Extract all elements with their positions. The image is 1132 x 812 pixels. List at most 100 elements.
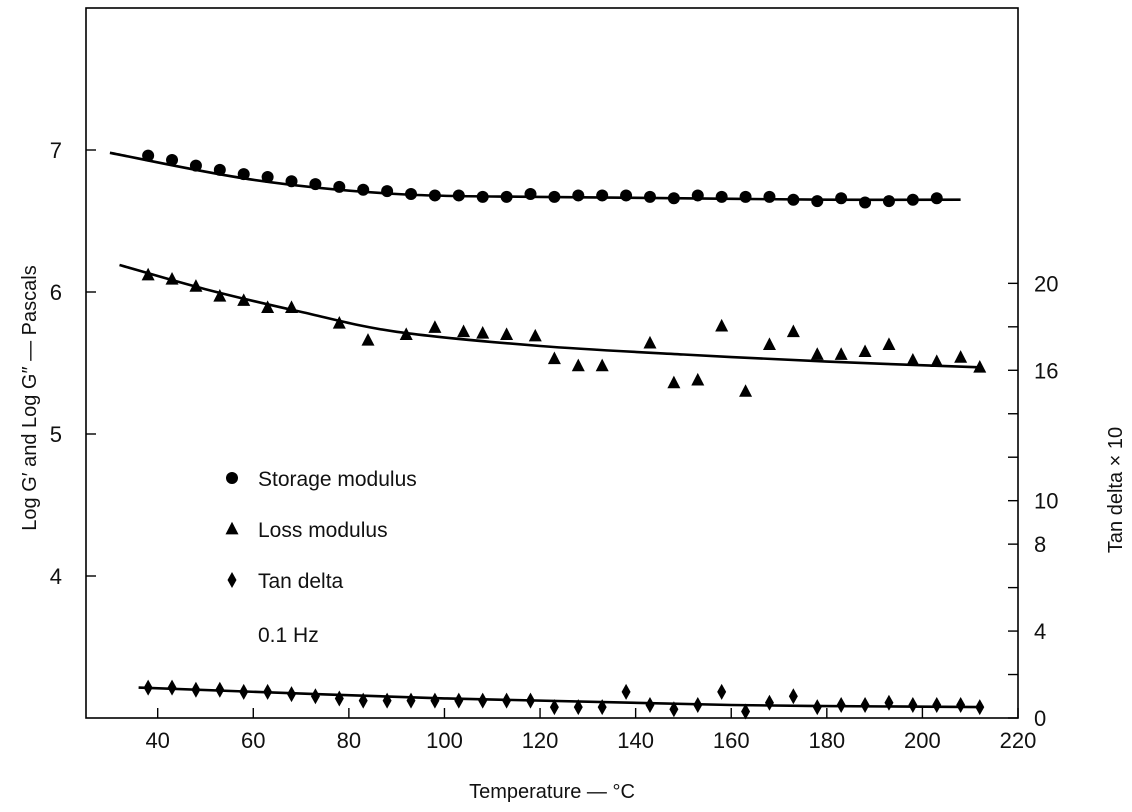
diamond-point	[263, 683, 273, 700]
triangle-point	[332, 316, 346, 329]
legend-label: Tan delta	[258, 570, 344, 593]
diamond-point	[812, 699, 822, 716]
diamond-point	[788, 688, 798, 705]
triangle-point	[571, 358, 585, 372]
fit-line-circle	[109, 151, 961, 202]
triangle-point	[715, 318, 729, 332]
circle-point	[452, 189, 465, 202]
triangle-point	[261, 300, 275, 314]
diamond-point	[693, 696, 703, 713]
triangle-point	[476, 325, 490, 339]
x-tick-label: 140	[617, 728, 654, 753]
diamond-point	[836, 696, 846, 713]
circle-point	[500, 190, 513, 203]
y-left-tick-label: 4	[50, 564, 62, 589]
triangle-point	[667, 375, 681, 389]
triangle-point	[834, 347, 848, 360]
legend-note: 0.1 Hz	[258, 624, 319, 647]
diamond-point	[525, 692, 535, 709]
diamond-point	[382, 692, 392, 709]
y-right-tick-label: 8	[1034, 532, 1046, 557]
data-points	[141, 149, 987, 720]
diamond-point	[764, 694, 774, 711]
circle-point	[835, 192, 848, 205]
triangle-point	[762, 337, 776, 350]
circle-point	[643, 190, 656, 203]
circle-point	[381, 185, 394, 198]
y-left-tick-label: 6	[50, 280, 62, 305]
legend-marker-circle	[226, 472, 238, 484]
diamond-point	[215, 681, 225, 698]
triangle-point	[973, 360, 987, 373]
triangle-point	[906, 352, 920, 366]
diamond-point	[645, 696, 655, 713]
circle-point	[859, 196, 872, 209]
triangle-point	[954, 350, 968, 363]
x-tick-label: 120	[522, 728, 559, 753]
x-tick-label: 220	[1000, 728, 1037, 753]
circle-point	[428, 189, 441, 202]
triangle-point	[882, 337, 896, 350]
circle-point	[237, 168, 250, 181]
y-right-tick-label: 4	[1034, 619, 1046, 644]
circle-point	[763, 190, 776, 203]
circle-point	[213, 163, 226, 176]
y-axis-title-right: Tan delta × 10	[1105, 427, 1127, 553]
diamond-point	[454, 692, 464, 709]
triangle-point	[285, 300, 299, 314]
circle-point	[667, 192, 680, 205]
circle-point	[572, 189, 585, 202]
legend-label: Loss modulus	[258, 519, 388, 542]
triangle-point	[691, 372, 705, 386]
x-tick-label: 60	[241, 728, 265, 753]
legend-label: Storage modulus	[258, 468, 417, 491]
diamond-point	[717, 683, 727, 700]
circle-point	[811, 195, 824, 208]
diamond-point	[621, 683, 631, 700]
circle-point	[620, 189, 633, 202]
x-tick-label: 160	[713, 728, 750, 753]
circle-point	[142, 149, 155, 162]
x-tick-label: 200	[904, 728, 941, 753]
diamond-point	[549, 699, 559, 716]
x-tick-label: 180	[808, 728, 845, 753]
triangle-point	[399, 327, 413, 340]
diamond-point	[239, 683, 249, 700]
diamond-point	[975, 699, 985, 716]
diamond-point	[908, 696, 918, 713]
diamond-point	[287, 686, 297, 703]
legend-marker-diamond	[227, 572, 237, 588]
y-left-tick-label: 5	[50, 422, 62, 447]
circle-point	[405, 188, 418, 201]
triangle-point	[428, 320, 442, 333]
circle-point	[333, 180, 346, 193]
triangle-point	[858, 344, 872, 358]
diamond-point	[167, 679, 177, 696]
triangle-point	[237, 293, 251, 306]
plot-border	[85, 7, 1019, 719]
triangle-point	[930, 354, 944, 367]
diamond-point	[932, 696, 942, 713]
triangle-point	[643, 335, 657, 349]
x-tick-label: 40	[145, 728, 169, 753]
circle-point	[596, 189, 609, 202]
diamond-point	[860, 696, 870, 713]
y-right-tick-label: 0	[1034, 706, 1046, 731]
fit-lines	[109, 151, 980, 709]
y-left-tick-label: 7	[50, 138, 62, 163]
axis-ticks: 40 60 80 100 120 140 160 180 200 220 4 5 6 7 0 4 8 10 16 20	[50, 138, 1059, 753]
y-right-tick-label: 10	[1034, 489, 1058, 514]
circle-point	[882, 195, 895, 208]
circle-point	[548, 190, 561, 203]
diamond-point	[191, 681, 201, 698]
circle-point	[189, 159, 202, 172]
triangle-point	[786, 324, 800, 338]
fit-line-triangle	[119, 263, 980, 369]
diamond-point	[502, 692, 512, 709]
triangle-point	[141, 267, 155, 281]
circle-point	[166, 153, 179, 166]
diamond-point	[358, 692, 368, 709]
circle-point	[285, 175, 298, 188]
diamond-point	[741, 703, 751, 720]
